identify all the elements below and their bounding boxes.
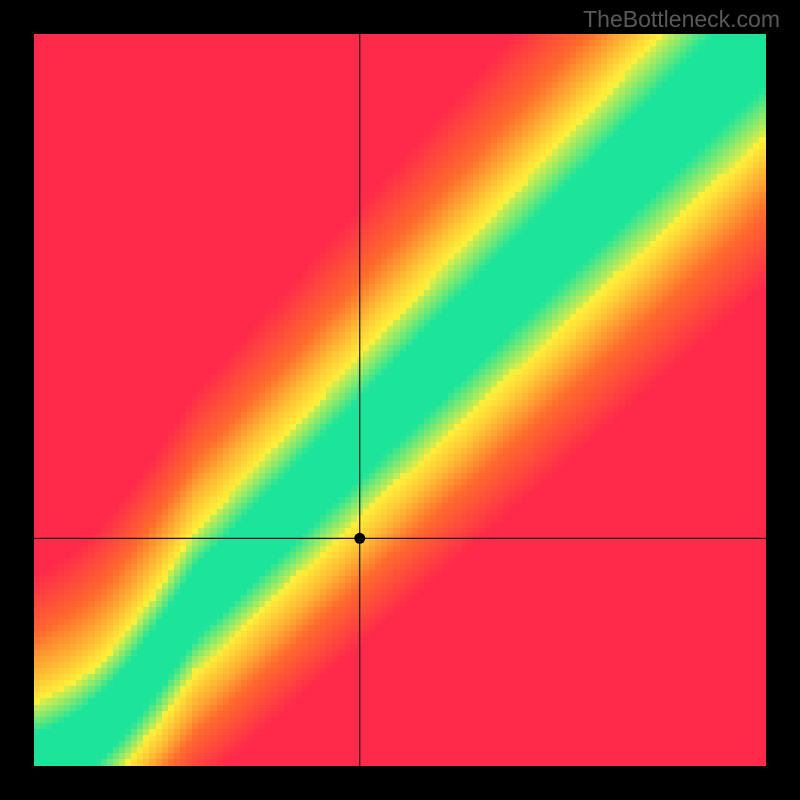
chart-container: TheBottleneck.com bbox=[0, 0, 800, 800]
heatmap-plot bbox=[34, 34, 766, 766]
watermark-text: TheBottleneck.com bbox=[583, 6, 780, 33]
heatmap-canvas bbox=[34, 34, 766, 766]
